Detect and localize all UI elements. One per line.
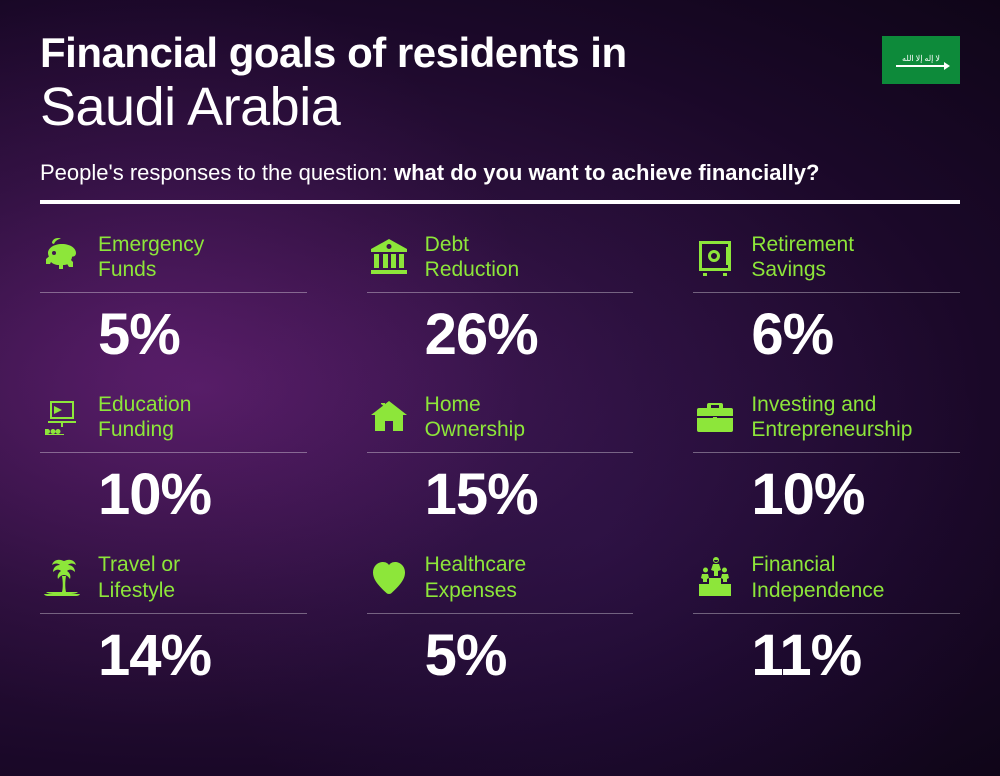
card-header: RetirementSavings	[693, 232, 960, 293]
card-header: Travel orLifestyle	[40, 552, 307, 613]
house-icon	[367, 395, 411, 439]
safe-icon	[693, 235, 737, 279]
divider	[40, 200, 960, 204]
stat-card: FinancialIndependence 11%	[693, 552, 960, 688]
stat-value: 10%	[751, 461, 960, 528]
flag-saudi-arabia: لا إله إلا الله	[882, 36, 960, 84]
subtitle-prefix: People's responses to the question:	[40, 160, 394, 185]
stat-value: 5%	[98, 301, 307, 368]
title-line2: Saudi Arabia	[40, 78, 960, 137]
flag-script: لا إله إلا الله	[902, 54, 940, 63]
stat-label: FinancialIndependence	[751, 552, 884, 602]
stat-card: HomeOwnership 15%	[367, 392, 634, 528]
stat-card: DebtReduction 26%	[367, 232, 634, 368]
card-header: Investing andEntrepreneurship	[693, 392, 960, 453]
piggy-bank-icon	[40, 235, 84, 279]
subtitle: People's responses to the question: what…	[40, 160, 960, 186]
stats-grid: EmergencyFunds 5% DebtReduction 26% Retireme…	[40, 232, 960, 689]
stat-value: 5%	[425, 622, 634, 689]
stat-card: HealthcareExpenses 5%	[367, 552, 634, 688]
stat-value: 14%	[98, 622, 307, 689]
stat-card: EmergencyFunds 5%	[40, 232, 307, 368]
stat-value: 26%	[425, 301, 634, 368]
stat-card: Travel orLifestyle 14%	[40, 552, 307, 688]
subtitle-bold: what do you want to achieve financially?	[394, 160, 819, 185]
stat-card: Investing andEntrepreneurship 10%	[693, 392, 960, 528]
stat-label: EmergencyFunds	[98, 232, 204, 282]
briefcase-icon	[693, 395, 737, 439]
card-header: HomeOwnership	[367, 392, 634, 453]
title-line1: Financial goals of residents in	[40, 30, 960, 76]
bank-icon	[367, 235, 411, 279]
stat-label: DebtReduction	[425, 232, 520, 282]
podium-icon	[693, 556, 737, 600]
stat-card: RetirementSavings 6%	[693, 232, 960, 368]
stat-label: RetirementSavings	[751, 232, 854, 282]
card-header: DebtReduction	[367, 232, 634, 293]
card-header: EmergencyFunds	[40, 232, 307, 293]
header: لا إله إلا الله Financial goals of resid…	[40, 30, 960, 204]
stat-value: 11%	[751, 622, 960, 689]
stat-label: EducationFunding	[98, 392, 191, 442]
presentation-icon	[40, 395, 84, 439]
flag-sword	[896, 65, 946, 67]
stat-label: HomeOwnership	[425, 392, 525, 442]
stat-card: EducationFunding 10%	[40, 392, 307, 528]
stat-value: 10%	[98, 461, 307, 528]
stat-label: Investing andEntrepreneurship	[751, 392, 912, 442]
heart-pulse-icon	[367, 556, 411, 600]
card-header: FinancialIndependence	[693, 552, 960, 613]
card-header: EducationFunding	[40, 392, 307, 453]
stat-value: 6%	[751, 301, 960, 368]
stat-value: 15%	[425, 461, 634, 528]
palm-icon	[40, 556, 84, 600]
card-header: HealthcareExpenses	[367, 552, 634, 613]
stat-label: Travel orLifestyle	[98, 552, 180, 602]
stat-label: HealthcareExpenses	[425, 552, 527, 602]
